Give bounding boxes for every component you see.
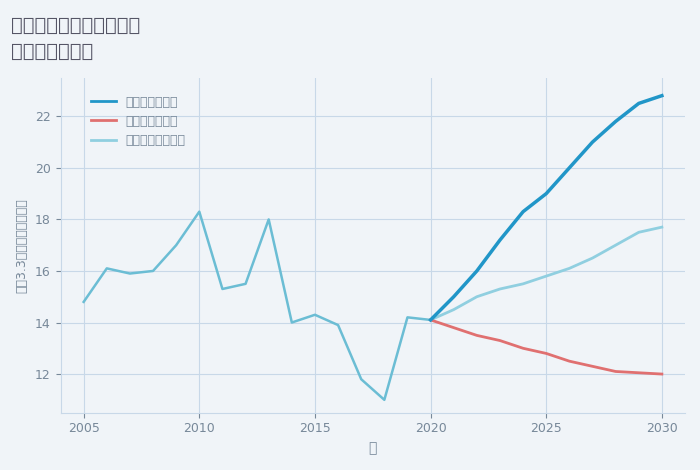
Legend: グッドシナリオ, バッドシナリオ, ノーマルシナリオ: グッドシナリオ, バッドシナリオ, ノーマルシナリオ (85, 91, 190, 152)
Text: 三重県津市芸濃町椋本の
土地の価格推移: 三重県津市芸濃町椋本の 土地の価格推移 (10, 16, 140, 61)
Y-axis label: 坪（3.3㎡）単価（万円）: 坪（3.3㎡）単価（万円） (15, 198, 28, 292)
X-axis label: 年: 年 (369, 441, 377, 455)
